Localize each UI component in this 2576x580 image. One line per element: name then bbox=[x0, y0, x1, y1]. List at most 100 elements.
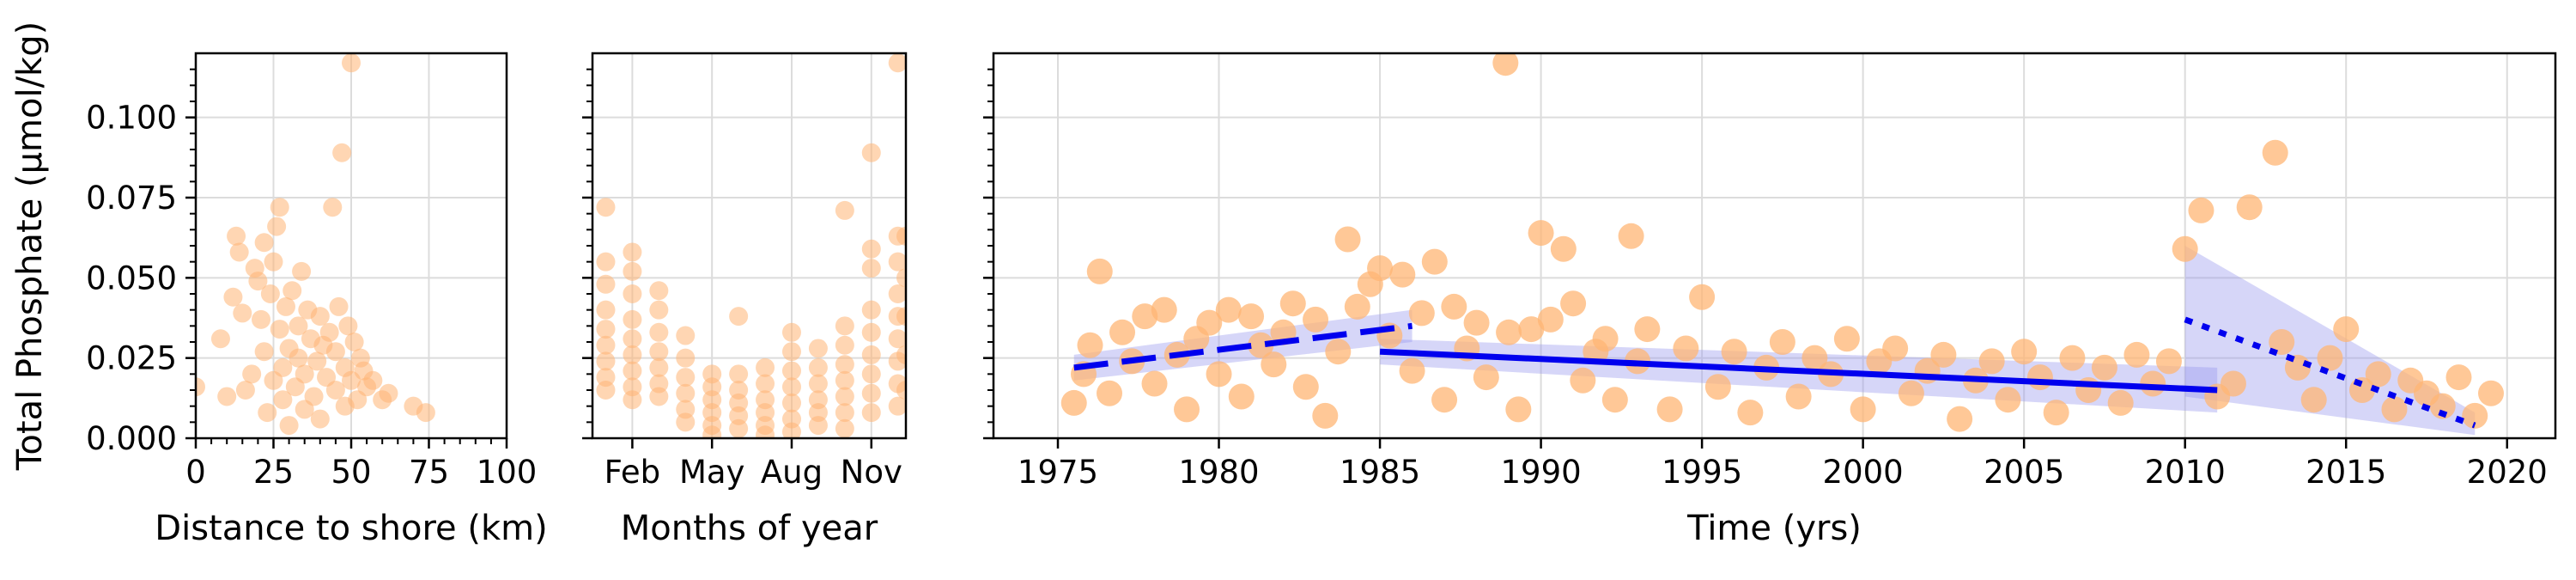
data-point bbox=[1325, 339, 1352, 365]
data-point bbox=[329, 296, 349, 316]
data-point bbox=[2188, 197, 2215, 223]
x-tick-label: 25 bbox=[253, 454, 294, 491]
data-point bbox=[325, 381, 345, 400]
x-tick-label: 2015 bbox=[2306, 454, 2386, 491]
data-point bbox=[676, 383, 696, 403]
data-point bbox=[861, 322, 881, 342]
data-point bbox=[267, 217, 287, 236]
data-point bbox=[623, 261, 642, 281]
data-point bbox=[676, 348, 696, 368]
data-point bbox=[1174, 396, 1200, 423]
panel-3: 1975 1980 1985 1990 1995 2000 2005 2010 2015 2020… bbox=[983, 52, 2557, 548]
data-point bbox=[292, 261, 312, 281]
data-point bbox=[1441, 293, 1467, 320]
x-tick-label: May bbox=[679, 454, 745, 491]
data-point bbox=[332, 143, 352, 162]
data-point bbox=[289, 316, 308, 336]
data-point bbox=[2011, 339, 2038, 365]
data-point bbox=[861, 239, 881, 259]
data-point bbox=[756, 374, 775, 394]
data-point bbox=[1399, 357, 1425, 384]
data-point bbox=[808, 357, 828, 377]
data-point bbox=[2317, 345, 2343, 371]
data-point bbox=[835, 403, 854, 423]
data-point bbox=[835, 370, 854, 390]
data-point bbox=[273, 390, 293, 410]
data-point bbox=[835, 335, 854, 355]
x-tick-label: Nov bbox=[841, 454, 902, 491]
x-tick-label: 1990 bbox=[1501, 454, 1582, 491]
data-point bbox=[649, 322, 669, 342]
x-axis-label: Time (yrs) bbox=[1686, 509, 1862, 548]
data-point bbox=[896, 345, 906, 364]
data-point bbox=[623, 361, 642, 381]
data-point bbox=[307, 351, 327, 371]
x-axis-label: Months of year bbox=[621, 509, 878, 548]
data-point bbox=[2269, 329, 2295, 355]
data-point bbox=[304, 387, 324, 406]
data-point bbox=[283, 281, 302, 301]
data-point bbox=[1560, 290, 1587, 317]
data-point bbox=[338, 316, 358, 336]
x-tick-label: 0 bbox=[185, 454, 206, 491]
data-point bbox=[888, 329, 906, 349]
data-point bbox=[702, 425, 722, 438]
data-point bbox=[861, 403, 881, 423]
data-point bbox=[1261, 351, 1287, 378]
data-point bbox=[2220, 370, 2246, 397]
data-point bbox=[596, 335, 616, 355]
y-tick-label: 0.025 bbox=[86, 340, 177, 377]
y-tick-label: 0.050 bbox=[86, 259, 177, 296]
data-point bbox=[196, 377, 205, 397]
data-point bbox=[835, 418, 854, 438]
trend-line-solid bbox=[1379, 348, 2218, 394]
x-tick-label: 75 bbox=[409, 454, 449, 491]
data-point bbox=[1238, 303, 1265, 330]
plot-area bbox=[196, 53, 435, 436]
data-point bbox=[1689, 284, 1716, 310]
data-point bbox=[223, 287, 243, 307]
data-point bbox=[1518, 316, 1545, 343]
data-point bbox=[2123, 341, 2150, 368]
data-point bbox=[781, 422, 801, 438]
data-point bbox=[2043, 400, 2069, 426]
data-point bbox=[1077, 332, 1103, 358]
data-point bbox=[1850, 396, 1876, 423]
data-point bbox=[264, 252, 283, 272]
data-point bbox=[596, 274, 616, 294]
data-point bbox=[835, 387, 854, 406]
data-point bbox=[310, 307, 330, 327]
data-point bbox=[260, 284, 280, 303]
data-point bbox=[781, 393, 801, 412]
data-point bbox=[2262, 139, 2288, 166]
data-point bbox=[649, 387, 669, 406]
data-point bbox=[2172, 235, 2198, 262]
data-point bbox=[252, 309, 271, 329]
data-point bbox=[649, 300, 669, 320]
data-point bbox=[596, 198, 616, 217]
data-point bbox=[649, 342, 669, 362]
x-tick-label: 1980 bbox=[1178, 454, 1259, 491]
data-point bbox=[1634, 316, 1661, 343]
data-point bbox=[808, 416, 828, 436]
axes-frame bbox=[591, 52, 908, 440]
data-point bbox=[1228, 383, 1255, 410]
data-point bbox=[254, 342, 274, 362]
data-point bbox=[1279, 290, 1306, 317]
data-point bbox=[1421, 248, 1448, 275]
data-point bbox=[623, 242, 642, 262]
data-point bbox=[1151, 296, 1177, 323]
data-point bbox=[270, 198, 289, 217]
data-point bbox=[888, 252, 906, 272]
data-point bbox=[861, 259, 881, 278]
data-point bbox=[1408, 300, 1435, 327]
data-point bbox=[729, 364, 749, 384]
data-point bbox=[781, 361, 801, 381]
x-tick-label: 2005 bbox=[1984, 454, 2064, 491]
data-point bbox=[1132, 303, 1158, 330]
data-point bbox=[676, 368, 696, 388]
data-point bbox=[1769, 329, 1795, 355]
data-point bbox=[227, 226, 246, 246]
data-point bbox=[1801, 345, 1828, 371]
data-point bbox=[1550, 235, 1577, 262]
